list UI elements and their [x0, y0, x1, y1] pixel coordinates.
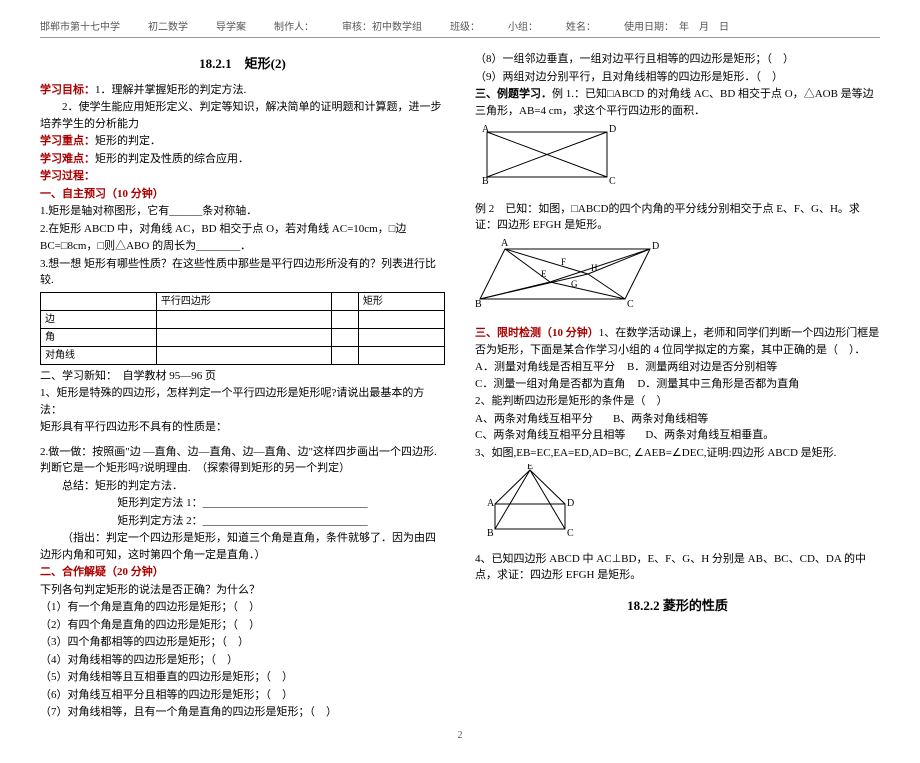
- hdr-date: 使用日期： 年 月 日: [624, 20, 729, 35]
- table-hcell: [41, 292, 157, 310]
- table-hcell: [332, 292, 359, 310]
- list-item: （7）对角线相等，且有一个角是直角的四边形是矩形；（ ）: [40, 704, 445, 721]
- q1-opt-b: B．测量两组对边是否分别相等: [627, 359, 777, 376]
- table-cell: 角: [41, 328, 157, 346]
- list-item: （3）四个角都相等的四边形是矩形；（ ）: [40, 634, 445, 651]
- p6a: 总结：矩形的判定方法．: [40, 478, 445, 495]
- goal-label: 学习目标：: [40, 84, 95, 96]
- p4: 1、矩形是特殊的四边形，怎样判定一个平行四边形是矩形呢?请说出最基本的方法：: [40, 385, 445, 418]
- keypoint: 矩形的判定．: [95, 135, 161, 147]
- examples-label: 三、例题学习．: [475, 88, 552, 100]
- parallelogram-diagram: A D B C E F H G: [475, 237, 880, 323]
- list-item: （5）对角线相等且互相垂直的四边形是矩形；（ ）: [40, 669, 445, 686]
- svg-text:A: A: [487, 498, 495, 509]
- q1-opt-a: A．测量对角线是否相互平分: [475, 359, 615, 376]
- hdr-subject: 初二数学: [148, 20, 188, 35]
- p6c: 矩形判定方法 2：______________________________: [40, 513, 445, 530]
- hdr-class: 班级：: [450, 20, 480, 35]
- process-label: 学习过程：: [40, 170, 95, 182]
- q2-opt-d: D、两条对角线互相垂直。: [645, 427, 774, 444]
- goal2: 2．使学生能应用矩形定义、判定等知识，解决简单的证明题和计算题，进一步培养学生的…: [40, 99, 445, 132]
- hdr-school: 邯郸市第十七中学: [40, 20, 120, 35]
- svg-text:D: D: [567, 498, 574, 509]
- q2-text: 2、能判断四边形是矩形的条件是（ ）: [475, 393, 880, 410]
- svg-text:C: C: [567, 528, 574, 539]
- svg-text:B: B: [487, 528, 494, 539]
- left-column: 18.2.1 矩形(2) 学习目标：1．理解并掌握矩形的判定方法. 2．使学生能…: [40, 50, 445, 722]
- diff: 矩形的判定及性质的综合应用．: [95, 153, 249, 165]
- list-item: （9）两组对边分别平行，且对角线相等的四边形是矩形．（ ）: [475, 69, 880, 86]
- q3-text: 3、如图,EB=EC,EA=ED,AD=BC, ∠AEB=∠DEC,证明:四边形…: [475, 445, 880, 462]
- trapezoid-diagram: E A D B C: [475, 464, 880, 548]
- list-item: （2）有四个角是直角的四边形是矩形；（ ）: [40, 617, 445, 634]
- table-hcell: 平行四边形: [156, 292, 331, 310]
- hdr-type: 导学案: [216, 20, 246, 35]
- hdr-name: 姓名：: [566, 20, 596, 35]
- svg-text:A: A: [482, 124, 490, 135]
- hdr-maker: 制作人：: [274, 20, 314, 35]
- keypoint-label: 学习重点：: [40, 135, 95, 147]
- svg-text:D: D: [652, 241, 659, 252]
- q2-opt-b: B、两条对角线相等: [613, 411, 708, 428]
- p6b: 矩形判定方法 1：______________________________: [40, 495, 445, 512]
- hdr-reviewer: 审核：初中数学组: [342, 20, 422, 35]
- p5: 矩形具有平行四边形不具有的性质是：: [40, 419, 445, 436]
- p6: 2.做一做：按照画"边 ―直角、边―直角、边―直角、边"这样四步画出一个四边形.…: [40, 444, 445, 477]
- page-number: 2: [40, 728, 880, 743]
- q2-opt-c: C、两条对角线互相平分且相等: [475, 427, 625, 444]
- q1-opt-c: C．测量一组对角是否都为直角: [475, 376, 625, 393]
- table-hcell: 矩形: [358, 292, 444, 310]
- svg-text:C: C: [627, 299, 634, 310]
- lesson-title: 18.2.1 矩形(2): [40, 54, 445, 74]
- p1: 1.矩形是轴对称图形，它有______条对称轴．: [40, 203, 445, 220]
- list-item: （8）一组邻边垂直，一组对边平行且相等的四边形是矩形；（ ）: [475, 51, 880, 68]
- right-column: （8）一组邻边垂直，一组对边平行且相等的四边形是矩形；（ ） （9）两组对边分别…: [475, 50, 880, 722]
- list-item: （4）对角线相等的四边形是矩形；（ ）: [40, 652, 445, 669]
- svg-text:F: F: [561, 257, 566, 267]
- section-4: 三、限时检测（10 分钟）: [475, 327, 599, 339]
- section-1: 一、自主预习（10 分钟）: [40, 186, 445, 203]
- q4-text: 4、已知四边形 ABCD 中 AC⊥BD，E、F、G、H 分别是 AB、BC、C…: [475, 551, 880, 584]
- hdr-group: 小组：: [508, 20, 538, 35]
- svg-text:A: A: [501, 238, 509, 249]
- svg-text:D: D: [609, 124, 616, 135]
- section-3: 二、合作解疑（20 分钟）: [40, 564, 445, 581]
- p2: 2.在矩形 ABCD 中，对角线 AC，BD 相交于点 O，若对角线 AC=10…: [40, 221, 445, 238]
- goal1: 1．理解并掌握矩形的判定方法.: [95, 84, 246, 96]
- list-item: （6）对角线互相平分且相等的四边形是矩形；（ ）: [40, 687, 445, 704]
- table-cell: 对角线: [41, 346, 157, 364]
- svg-text:E: E: [527, 464, 533, 472]
- svg-text:H: H: [591, 263, 598, 273]
- table-cell: 边: [41, 310, 157, 328]
- svg-text:E: E: [541, 269, 547, 279]
- diff-label: 学习难点：: [40, 153, 95, 165]
- list-item: （1）有一个角是直角的四边形是矩形；（ ）: [40, 599, 445, 616]
- svg-text:C: C: [609, 176, 616, 187]
- q2-opt-a: A、两条对角线互相平分: [475, 411, 593, 428]
- svg-text:G: G: [571, 279, 578, 289]
- p8: 下列各句判定矩形的说法是否正确？为什么？: [40, 582, 445, 599]
- ex2-text: 例 2 已知：如图，□ABCD的四个内角的平分线分别相交于点 E、F、G、H。求…: [475, 201, 880, 234]
- p3: 3.想一想 矩形有哪些性质？在这些性质中那些是平行四边形所没有的？列表进行比较.: [40, 256, 445, 289]
- section-2: 二、学习新知： 自学教材 95—96 页: [40, 368, 445, 385]
- svg-text:B: B: [475, 299, 482, 310]
- next-lesson-title: 18.2.2 菱形的性质: [475, 596, 880, 616]
- p2b: BC=□8cm，□则△ABO 的周长为________．: [40, 238, 445, 255]
- q1-opt-d: D．测量其中三角形是否都为直角: [637, 376, 799, 393]
- rectangle-diagram: A D B C: [475, 122, 880, 198]
- p7: （指出：判定一个四边形是矩形，知道三个角是直角，条件就够了．因为由四边形内角和可…: [40, 530, 445, 563]
- svg-text:B: B: [482, 176, 489, 187]
- compare-table: 平行四边形 矩形 边 角 对角线: [40, 292, 445, 365]
